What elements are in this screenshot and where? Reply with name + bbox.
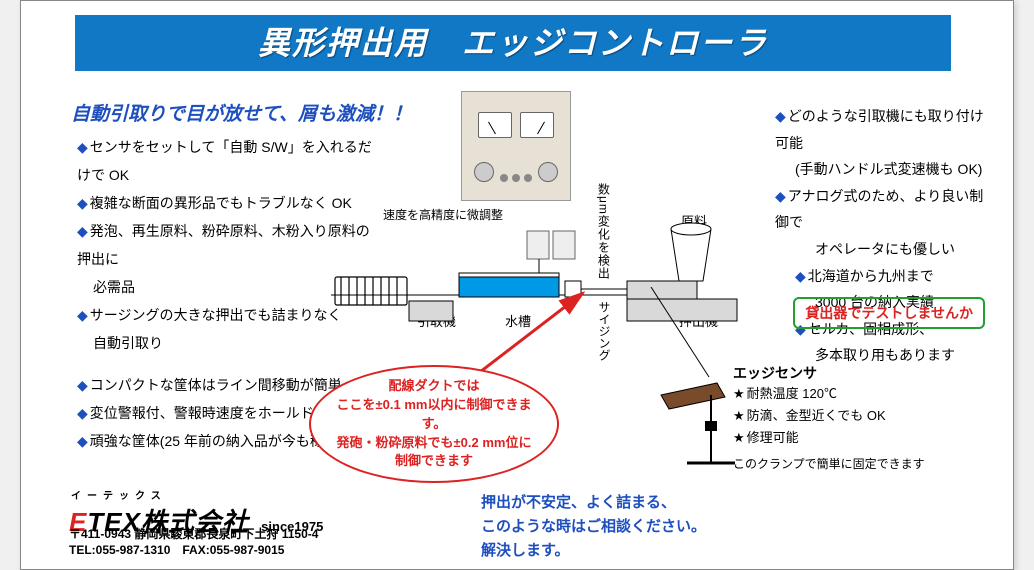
right-bullet-item: (手動ハンドル式変速機も OK) [775, 156, 985, 183]
right-bullet-item: ◆どのような引取機にも取り付け可能 [775, 103, 985, 156]
clamp-note: このクランプで簡単に固定できます [733, 455, 925, 472]
company-tel: TEL:055-987-1310 FAX:055-987-9015 [69, 541, 284, 558]
company-ruby: イーテックス [71, 487, 323, 502]
controller-panel-illustration [461, 91, 571, 201]
left-bullet-item: ◆複雑な断面の異形品でもトラブルなく OK [77, 189, 377, 217]
right-bullet-item: ◆アナログ式のため、より良い制御で [775, 183, 985, 236]
sensor-title: エッジセンサ [733, 363, 817, 383]
right-bullet-list: ◆どのような引取機にも取り付け可能(手動ハンドル式変速機も OK)◆アナログ式の… [775, 103, 985, 369]
right-bullet-item: オペレータにも優しい [775, 236, 985, 263]
document-frame: 異形押出用 エッジコントローラ 自動引取りで目が放せて、屑も激減！！ ◆センサを… [20, 0, 1014, 570]
right-bullet-item: ◆北海道から九州まで [775, 263, 985, 290]
subtitle: 自動引取りで目が放せて、屑も激減！！ [71, 99, 412, 126]
consult-message: 押出が不安定、よく詰まる、このような時はご相談ください。解決します。 [481, 491, 706, 563]
sensor-feature-list: ★耐熱温度 120℃★防滴、金型近くでも OK★修理可能 [733, 383, 886, 449]
control-spec-callout: 配線ダクトではここを±0.1 mm以内に制御できます。発砲・粉砕原料でも±0.2… [309, 365, 559, 483]
company-address: 〒411-0943 静岡県駿東郡長泉町下土狩 1150-4 [69, 525, 318, 542]
cta-box: 貸出器でテストしませんか [793, 297, 985, 329]
left-bullet-item: ◆センサをセットして「自動 S/W」を入れるだけで OK [77, 133, 377, 189]
title-bar: 異形押出用 エッジコントローラ [75, 15, 951, 71]
